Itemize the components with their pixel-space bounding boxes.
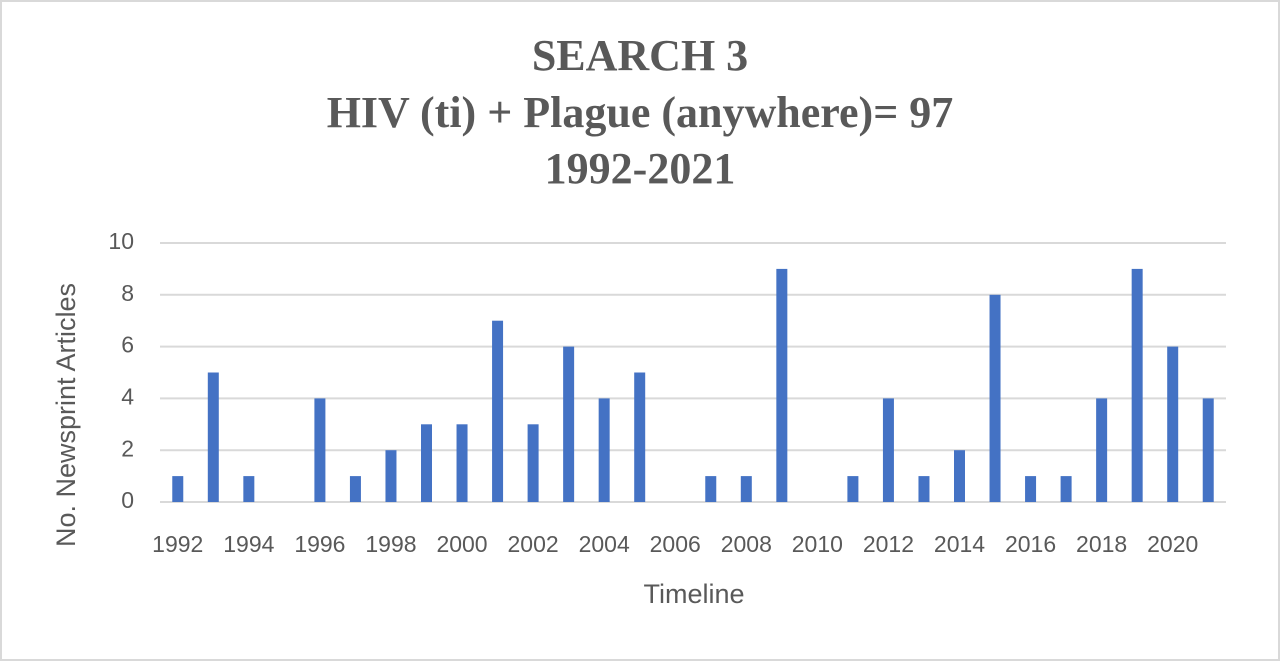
bar [705,476,717,502]
bar [1131,268,1143,502]
x-tick-label: 2016 [1005,531,1056,557]
x-tick-label: 2020 [1147,531,1198,557]
bar [172,476,184,502]
chart-title: HIV (ti) + Plague (anywhere)= 97 [327,88,954,137]
bar [776,268,788,502]
x-tick-label: 1996 [294,531,345,557]
bar [1060,476,1072,502]
bar [598,398,610,502]
y-tick-label: 10 [108,228,134,254]
bar [385,450,397,502]
x-tick-label: 2000 [436,531,487,557]
bar [243,476,255,502]
x-tick-label: 2002 [508,531,559,557]
bar [1025,476,1037,502]
bar [349,476,361,502]
x-tick-label: 1992 [152,531,203,557]
bar [207,372,219,502]
bar [847,476,859,502]
x-tick-label: 2014 [934,531,985,557]
bar [882,398,894,502]
bar [563,346,575,502]
x-tick-label: 1998 [365,531,416,557]
bar [1167,346,1179,502]
y-tick-label: 2 [121,435,134,461]
x-tick-label: 2010 [792,531,843,557]
bar [1202,398,1214,502]
bar [492,320,504,502]
y-tick-label: 0 [121,487,134,513]
y-tick-label: 6 [121,332,134,358]
y-tick-label: 8 [121,280,134,306]
bar [989,294,1001,502]
bar [456,424,468,502]
x-tick-label: 2012 [863,531,914,557]
chart-title: 1992-2021 [545,144,736,193]
chart-title: SEARCH 3 [532,31,748,80]
x-tick-label: 2008 [721,531,772,557]
x-tick-label: 2004 [579,531,630,557]
y-tick-label: 4 [121,383,134,409]
bar [954,450,965,502]
bar [918,476,930,502]
bar [1096,398,1108,502]
x-tick-label: 2018 [1076,531,1127,557]
bar [314,398,326,502]
x-tick-label: 1994 [223,531,274,557]
x-axis-label: Timeline [643,579,744,609]
bar [527,424,539,502]
bar [740,476,752,502]
bar [421,424,432,502]
x-tick-label: 2006 [650,531,701,557]
bar [634,372,646,502]
y-axis-label: No. Newsprint Articles [51,283,81,547]
